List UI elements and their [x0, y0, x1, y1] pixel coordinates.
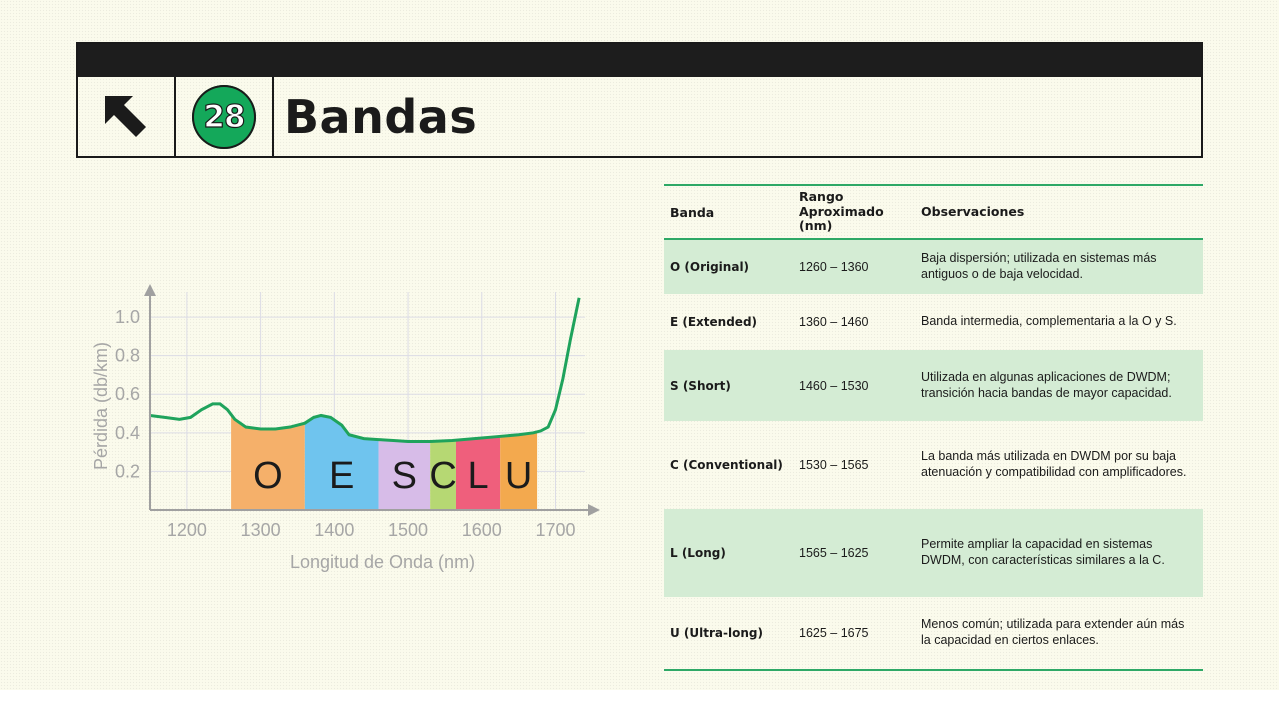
title-cell: Bandas: [274, 77, 1201, 156]
cell-observaciones: Permite ampliar la capacidad en sistemas…: [921, 537, 1165, 567]
chart-axes: [144, 284, 600, 516]
section-number: 28: [203, 98, 246, 135]
cell-rango: 1360 – 1460: [799, 315, 869, 329]
table-row: C (Conventional) 1530 – 1565 La banda má…: [664, 421, 1203, 509]
header-rango: Rango Aproximado (nm): [799, 189, 884, 234]
cell-rango: 1625 – 1675: [799, 626, 869, 640]
band-u-area: [500, 431, 538, 510]
cell-banda: S (Short): [670, 378, 731, 393]
cell-rango: 1260 – 1360: [799, 260, 869, 274]
y-tick-label: 1.0: [115, 307, 140, 327]
header-observaciones: Observaciones: [921, 204, 1025, 220]
cell-rango: 1530 – 1565: [799, 458, 869, 472]
band-c-area: [430, 440, 456, 510]
cell-banda: E (Extended): [670, 315, 758, 329]
band-l-area: [455, 436, 501, 510]
table-row: E (Extended) 1360 – 1460 Banda intermedi…: [664, 294, 1203, 350]
table-row: L (Long) 1565 – 1625 Permite ampliar la …: [664, 509, 1203, 597]
header-bar: [78, 44, 1201, 77]
back-arrow-cell[interactable]: [78, 77, 176, 156]
section-number-badge: 28: [192, 84, 256, 149]
x-tick-label: 1700: [535, 520, 575, 540]
y-tick-label: 0.8: [115, 346, 140, 366]
x-tick-label: 1600: [462, 520, 502, 540]
cell-observaciones: Banda intermedia, complementaria a la O …: [921, 314, 1177, 329]
table-row: O (Original) 1260 – 1360 Baja dispersión…: [664, 240, 1203, 294]
x-tick-label: 1400: [314, 520, 354, 540]
cell-banda: O (Original): [670, 260, 750, 274]
arrow-up-left-icon[interactable]: [103, 94, 149, 140]
x-tick-labels: 1200 1300 1400 1500 1600 1700: [167, 520, 576, 540]
band-o-area: [231, 414, 305, 510]
y-tick-labels: 0.2 0.4 0.6 0.8 1.0: [115, 307, 140, 481]
bottom-strip: [0, 690, 1279, 720]
y-tick-label: 0.6: [115, 384, 140, 404]
table-row: U (Ultra-long) 1625 – 1675 Menos común; …: [664, 597, 1203, 669]
x-tick-label: 1200: [167, 520, 207, 540]
x-tick-label: 1300: [241, 520, 281, 540]
x-tick-label: 1500: [388, 520, 428, 540]
band-label: S: [392, 455, 417, 497]
page-header: 28 Bandas: [76, 42, 1203, 158]
x-axis-arrow-icon: [588, 504, 600, 516]
band-label: E: [329, 455, 354, 497]
section-number-cell: 28: [176, 77, 274, 156]
cell-rango: 1565 – 1625: [799, 546, 869, 560]
bands-table: Banda Rango Aproximado (nm) Observacione…: [664, 184, 1203, 671]
band-label: O: [253, 455, 283, 497]
cell-observaciones: Utilizada en algunas aplicaciones de DWD…: [921, 369, 1172, 400]
page-title: Bandas: [284, 89, 478, 144]
y-axis-arrow-icon: [144, 284, 156, 296]
cell-observaciones: La banda más utilizada en DWDM por su ba…: [921, 449, 1187, 479]
y-axis-label: Pérdida (db/km): [91, 342, 111, 470]
band-label: U: [505, 455, 532, 497]
cell-observaciones: Menos común; utilizada para extender aún…: [921, 617, 1185, 647]
band-label: C: [429, 455, 456, 497]
x-axis-label: Longitud de Onda (nm): [290, 552, 475, 572]
y-tick-label: 0.4: [115, 423, 140, 443]
attenuation-curve: [149, 297, 581, 444]
cell-rango: 1460 – 1530: [799, 378, 869, 393]
band-label: L: [468, 455, 489, 497]
chart-grid: [150, 292, 585, 510]
table-header-row: Banda Rango Aproximado (nm) Observacione…: [664, 186, 1203, 240]
cell-observaciones: Baja dispersión; utilizada en sistemas m…: [921, 251, 1157, 281]
y-tick-label: 0.2: [115, 461, 140, 481]
band-s-area: [378, 439, 431, 510]
cell-banda: C (Conventional): [670, 458, 783, 472]
header-banda: Banda: [670, 204, 715, 220]
cell-banda: L (Long): [670, 546, 726, 560]
cell-banda: U (Ultra-long): [670, 626, 763, 640]
table-row: S (Short) 1460 – 1530 Utilizada en algun…: [664, 350, 1203, 421]
